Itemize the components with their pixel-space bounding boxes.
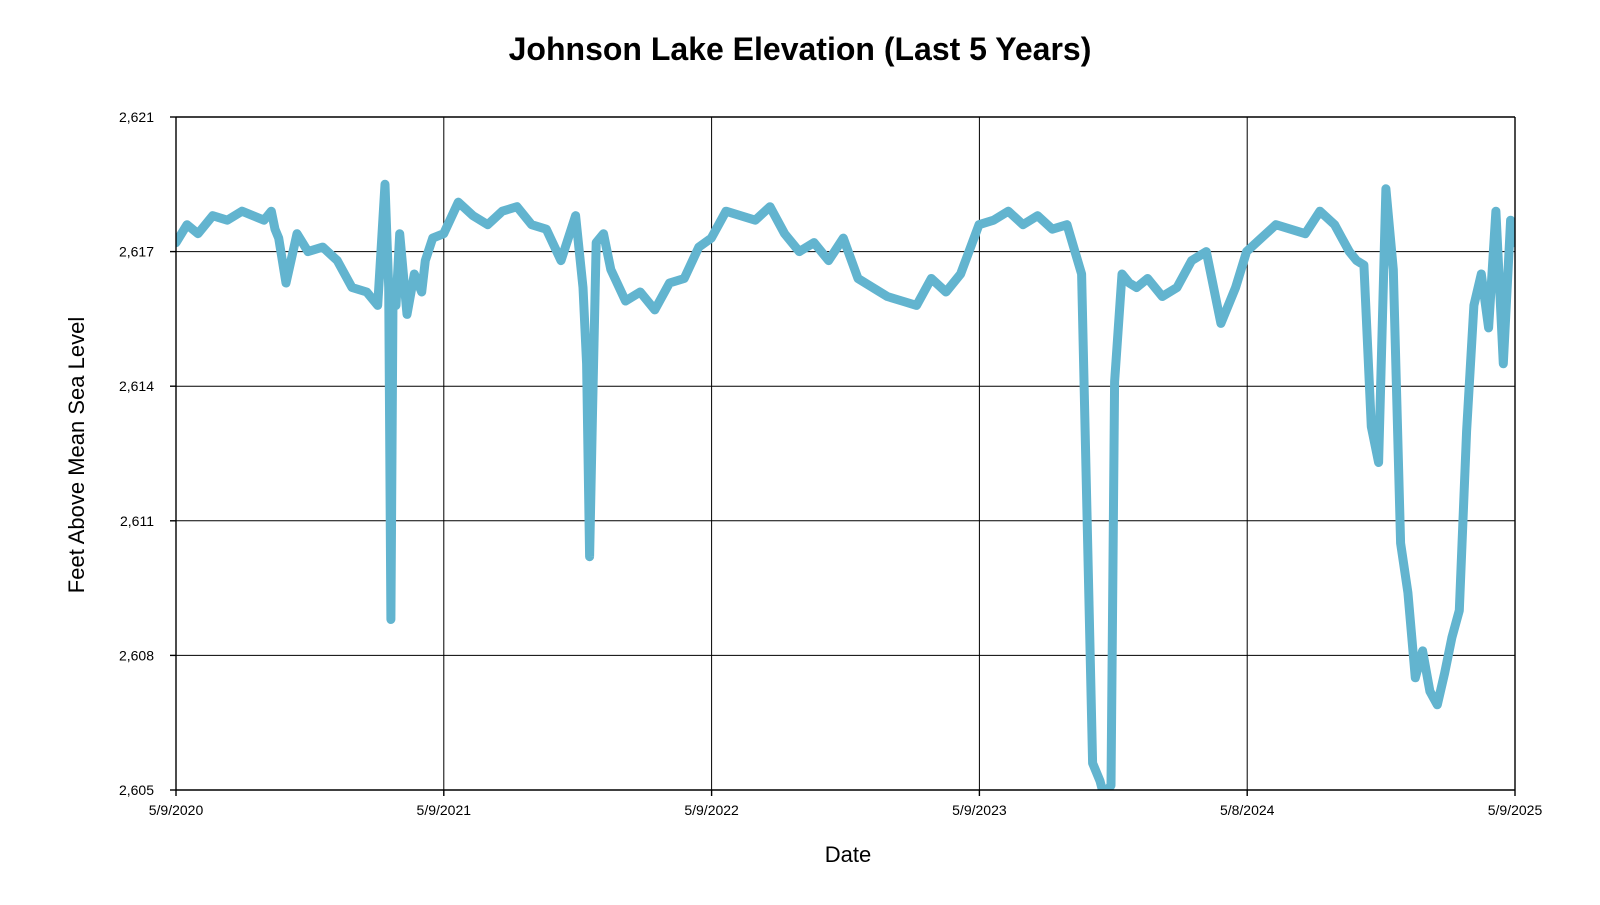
y-tick-label: 2,611 (120, 513, 154, 529)
x-tick-label: 5/9/2020 (149, 802, 204, 818)
y-tick-label: 2,614 (119, 378, 154, 394)
series-line-elevation (176, 179, 1515, 790)
x-axis-ticks: 5/9/2020 5/9/2021 5/9/2022 5/9/2023 5/8/2024… (149, 790, 1543, 818)
x-axis-title: Date (825, 842, 871, 867)
x-tick-label: 5/9/2025 (1488, 802, 1543, 818)
x-tick-label: 5/8/2024 (1220, 802, 1275, 818)
y-axis-ticks: 2,605 2,608 2,611 2,614 2,617 2,621 (119, 109, 176, 798)
x-tick-label: 5/9/2021 (417, 802, 472, 818)
y-tick-label: 2,617 (119, 244, 154, 260)
y-axis-title: Feet Above Mean Sea Level (64, 317, 89, 593)
y-tick-label: 2,608 (119, 647, 154, 663)
chart-title: Johnson Lake Elevation (Last 5 Years) (509, 31, 1092, 67)
x-tick-label: 5/9/2022 (684, 802, 739, 818)
axes (175, 116, 1516, 791)
y-tick-label: 2,621 (119, 109, 154, 125)
x-tick-label: 5/9/2023 (952, 802, 1007, 818)
series-layer (176, 179, 1515, 790)
y-tick-label: 2,605 (119, 782, 154, 798)
